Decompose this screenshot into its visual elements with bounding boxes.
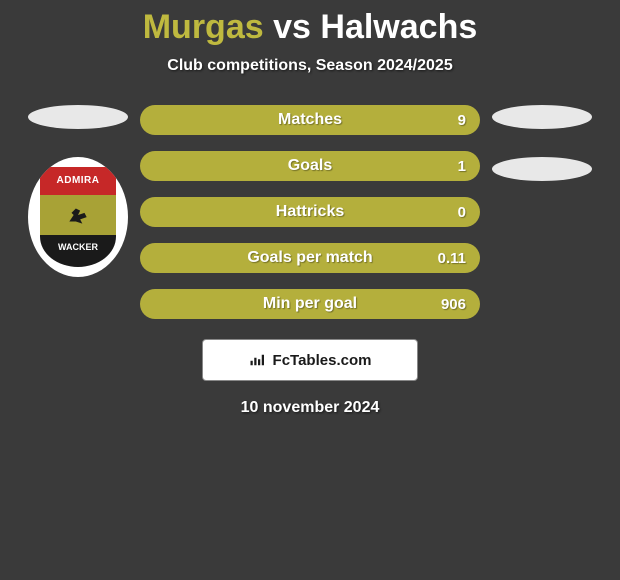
stat-label: Hattricks (276, 203, 344, 221)
griffin-icon (65, 202, 91, 228)
main-layout: ADMIRA WACKER Matches 9 Goals 1 Hattricks 0 Go… (0, 105, 620, 319)
comparison-card: Murgas vs Halwachs Club competitions, Se… (0, 0, 620, 417)
page-title: Murgas vs Halwachs (0, 8, 620, 47)
stat-value: 0.11 (438, 250, 466, 267)
stat-bars: Matches 9 Goals 1 Hattricks 0 Goals per match 0… (140, 105, 480, 319)
right-side (492, 105, 592, 181)
crest-top-text: ADMIRA (40, 167, 116, 195)
subtitle: Club competitions, Season 2024/2025 (0, 57, 620, 75)
stat-value: 9 (458, 112, 466, 129)
date-text: 10 november 2024 (0, 399, 620, 417)
stat-bar: Min per goal 906 (140, 289, 480, 319)
player1-name: Murgas (143, 8, 264, 46)
stat-bar: Goals per match 0.11 (140, 243, 480, 273)
stat-value: 1 (458, 158, 466, 175)
stat-bar: Hattricks 0 (140, 197, 480, 227)
club-crest: ADMIRA WACKER (28, 157, 128, 277)
bar-chart-icon (249, 353, 267, 367)
player2-name: Halwachs (320, 8, 477, 46)
crest-griffin-icon (40, 195, 116, 235)
placeholder-ellipse-left (28, 105, 128, 129)
stat-bar: Goals 1 (140, 151, 480, 181)
stat-label: Matches (278, 111, 342, 129)
stat-value: 0 (458, 204, 466, 221)
stat-label: Goals per match (247, 249, 372, 267)
stat-bar: Matches 9 (140, 105, 480, 135)
placeholder-ellipse-right-2 (492, 157, 592, 181)
brand-text: FcTables.com (273, 352, 372, 369)
stat-value: 906 (441, 296, 466, 313)
stat-label: Min per goal (263, 295, 357, 313)
title-vs: vs (273, 8, 311, 46)
stat-label: Goals (288, 157, 332, 175)
placeholder-ellipse-right-1 (492, 105, 592, 129)
left-side: ADMIRA WACKER (28, 105, 128, 277)
crest-shield: ADMIRA WACKER (40, 167, 116, 267)
crest-bottom-text: WACKER (40, 235, 116, 267)
brand-badge[interactable]: FcTables.com (202, 339, 418, 381)
